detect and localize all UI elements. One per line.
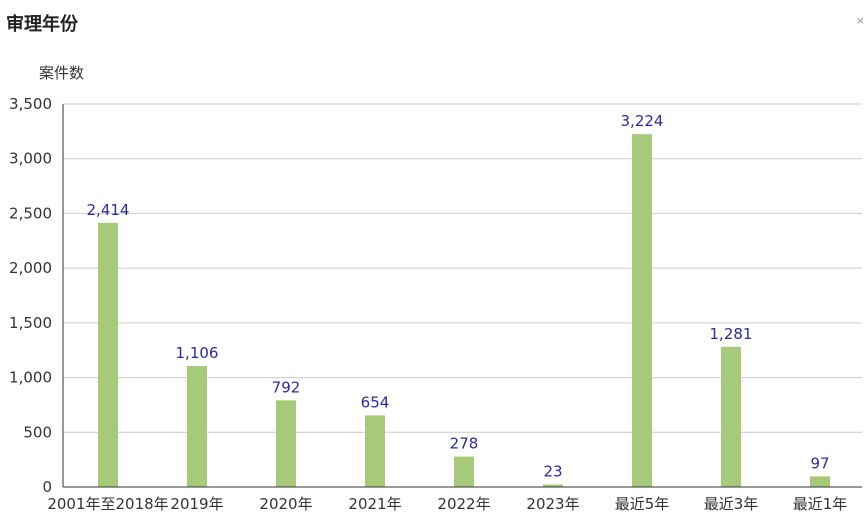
y-axis-title: 案件数 — [39, 64, 84, 82]
y-tick-label: 3,500 — [9, 95, 52, 113]
x-tick-label: 2001年至2018年 — [47, 495, 168, 513]
x-tick-label: 2019年 — [170, 495, 223, 513]
data-label: 278 — [450, 435, 479, 453]
grid-lines — [63, 103, 862, 433]
data-label: 792 — [272, 378, 301, 396]
bar[interactable] — [454, 456, 474, 487]
bar[interactable] — [810, 476, 830, 487]
y-tick-label: 1,000 — [9, 369, 52, 387]
bar[interactable] — [187, 365, 207, 487]
x-tick-label: 最近1年 — [793, 495, 848, 513]
y-tick-label: 2,500 — [9, 204, 52, 222]
x-tick-label: 2023年 — [526, 495, 579, 513]
page-title: 审理年份 — [6, 14, 78, 35]
data-label: 3,224 — [621, 112, 664, 130]
data-label: 97 — [810, 454, 829, 472]
y-tick-label: 1,500 — [9, 314, 52, 332]
bar[interactable] — [721, 346, 741, 487]
bar[interactable] — [365, 415, 385, 487]
bar[interactable] — [98, 222, 118, 488]
data-labels: 2,414 1,106 792 654 278 23 3,224 1,281 97 — [87, 112, 830, 480]
x-tick-label: 最近3年 — [704, 495, 759, 513]
data-label: 2,414 — [87, 201, 130, 219]
close-icon[interactable]: × — [855, 14, 865, 27]
x-tick-label: 2022年 — [437, 495, 490, 513]
x-axis: 2001年至2018年 2019年 2020年 2021年 2022年 2023年 最近5年… — [47, 486, 862, 513]
x-tick-label: 最近5年 — [615, 495, 670, 513]
x-tick-label: 2020年 — [259, 495, 312, 513]
y-tick-label: 3,000 — [9, 150, 52, 168]
data-label: 1,106 — [176, 344, 219, 362]
bar[interactable] — [276, 400, 296, 487]
data-label: 654 — [361, 393, 390, 411]
x-tick-label: 2021年 — [348, 495, 401, 513]
bar[interactable] — [632, 134, 652, 488]
y-tick-label: 2,000 — [9, 259, 52, 277]
y-axis: 0 500 1,000 1,500 2,000 2,500 3,000 3,500 — [9, 95, 64, 496]
data-label: 23 — [543, 462, 562, 480]
bars — [98, 134, 830, 488]
y-tick-label: 500 — [23, 423, 52, 441]
data-label: 1,281 — [710, 325, 753, 343]
bar[interactable] — [543, 484, 563, 487]
y-tick-label: 0 — [42, 478, 52, 496]
